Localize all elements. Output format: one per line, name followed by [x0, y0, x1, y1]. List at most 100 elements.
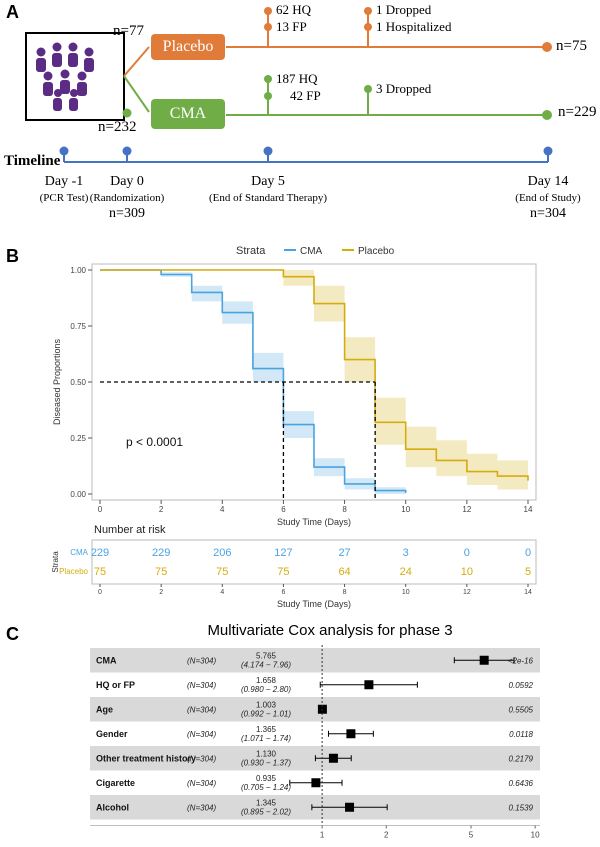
forest-p-value: 0.2179	[509, 754, 534, 763]
risk-table-ylabel: Strata	[51, 551, 60, 573]
risk-x-tick-label: 6	[281, 589, 285, 596]
x-tick-label: 4	[220, 505, 225, 514]
forest-ci: (0.980 − 2.80)	[241, 685, 291, 694]
timeline-n-randomized: n=309	[109, 206, 145, 221]
forest-n: (N=304)	[187, 779, 216, 788]
forest-hr-marker	[311, 778, 321, 788]
people-icon	[36, 42, 94, 111]
cma-n-start: n=232	[98, 119, 137, 135]
forest-variable-name: HQ or FP	[96, 680, 135, 690]
forest-variable-name: Age	[96, 704, 113, 714]
timeline-day-5: Day 5	[251, 174, 285, 189]
risk-x-tick-label: 2	[159, 589, 163, 596]
forest-p-value: 0.6436	[509, 779, 534, 788]
x-tick-label: 14	[524, 505, 533, 514]
risk-count-placebo: 75	[277, 566, 289, 578]
forest-plot-title: Multivariate Cox analysis for phase 3	[207, 622, 453, 639]
risk-count-placebo: 75	[94, 566, 106, 578]
forest-x-tick-label: 2	[384, 831, 389, 840]
forest-ci: (0.705 − 1.24)	[241, 783, 291, 792]
cma-n-end: n=229	[558, 104, 597, 120]
risk-count-cma: 206	[213, 547, 231, 559]
x-tick-label: 12	[462, 505, 471, 514]
forest-hr-marker	[346, 729, 356, 739]
forest-ci: (1.071 − 1.74)	[241, 734, 291, 743]
y-tick-label: 1.00	[70, 266, 86, 275]
risk-row-label-cma: CMA	[70, 548, 88, 557]
risk-count-placebo: 10	[461, 566, 473, 578]
y-tick-label: 0.50	[70, 378, 86, 387]
forest-x-tick-label: 10	[531, 831, 540, 840]
forest-hr: 1.345	[256, 798, 277, 807]
y-tick-label: 0.25	[70, 434, 86, 443]
forest-hr: 1.365	[256, 725, 277, 734]
forest-p-value: 0.1539	[509, 803, 534, 812]
study-design-diagram	[25, 7, 553, 163]
forest-hr: 1.003	[256, 700, 277, 709]
risk-x-tick-label: 12	[463, 589, 471, 596]
timeline-day-14: Day 14	[527, 174, 569, 189]
placebo-n-start: n=77	[113, 23, 144, 39]
cma-event-fp: 42 FP	[290, 88, 321, 103]
placebo-event-fp: 13 FP	[276, 19, 307, 34]
risk-count-cma: 3	[403, 547, 409, 559]
legend-title: Strata	[236, 245, 266, 257]
placebo-event-hospitalized: 1 Hospitalized	[376, 19, 452, 34]
forest-p-value: 0.0118	[509, 730, 533, 739]
timeline-day-pcr: Day -1	[44, 174, 84, 189]
forest-p-value: <2e-16	[508, 656, 534, 665]
forest-hr: 1.658	[256, 676, 277, 685]
x-tick-label: 0	[98, 505, 103, 514]
forest-n: (N=304)	[187, 754, 216, 763]
cma-arm	[122, 75, 552, 129]
y-tick-label: 0.00	[70, 490, 86, 499]
risk-x-tick-label: 8	[343, 589, 347, 596]
risk-table-frame	[91, 539, 537, 585]
forest-ci: (0.895 − 2.02)	[241, 807, 291, 816]
panel-c-letter: C	[6, 624, 19, 644]
timeline-n-completed: n=304	[530, 206, 566, 221]
forest-ci: (4.174 − 7.96)	[241, 660, 291, 669]
risk-count-cma: 229	[91, 547, 109, 559]
x-axis-label: Study Time (Days)	[277, 517, 351, 527]
cma-event-hq: 187 HQ	[276, 71, 318, 86]
x-tick-label: 2	[159, 505, 164, 514]
risk-count-cma: 27	[338, 547, 350, 559]
risk-count-placebo: 5	[525, 566, 531, 578]
forest-hr-marker	[364, 680, 374, 690]
cma-event-dropped: 3 Dropped	[376, 81, 432, 96]
forest-hr-marker	[328, 753, 338, 763]
forest-n: (N=304)	[187, 730, 216, 739]
forest-p-value: 0.5505	[509, 705, 534, 714]
forest-n: (N=304)	[187, 656, 216, 665]
forest-p-value: 0.0592	[509, 681, 534, 690]
risk-x-tick-label: 14	[524, 589, 532, 596]
placebo-arm	[123, 7, 552, 77]
forest-row-shade	[90, 697, 540, 722]
survival-line-placebo	[100, 269, 529, 481]
forest-hr: 0.935	[256, 774, 277, 783]
forest-ci: (0.992 − 1.01)	[241, 709, 291, 718]
forest-n: (N=304)	[187, 803, 216, 812]
forest-plot: CMA (N=304) 5.765(4.174 − 7.96) <2e-16 HQ or…	[90, 645, 540, 840]
x-tick-label: 10	[401, 505, 410, 514]
risk-count-cma: 0	[464, 547, 470, 559]
timeline-desc-pcr: (PCR Test)	[39, 192, 89, 204]
legend-label-placebo: Placebo	[358, 246, 395, 257]
risk-count-cma: 229	[152, 547, 170, 559]
timeline-day-randomization: Day 0	[110, 174, 144, 189]
timeline-desc-day-5: (End of Standard Therapy)	[208, 192, 327, 204]
x-tick-label: 6	[281, 505, 286, 514]
forest-x-tick-label: 5	[469, 831, 474, 840]
risk-count-placebo: 24	[400, 566, 412, 578]
risk-count-cma: 0	[525, 547, 531, 559]
forest-ci: (0.930 − 1.37)	[241, 758, 291, 767]
forest-hr-marker	[479, 655, 489, 665]
risk-x-tick-label: 10	[402, 589, 410, 596]
timeline-axis	[59, 146, 553, 163]
forest-x-tick-label: 1	[320, 831, 325, 840]
risk-x-tick-label: 4	[220, 589, 224, 596]
risk-table-title: Number at risk	[94, 524, 166, 536]
y-tick-label: 0.75	[70, 322, 86, 331]
legend-label-cma: CMA	[300, 246, 323, 257]
